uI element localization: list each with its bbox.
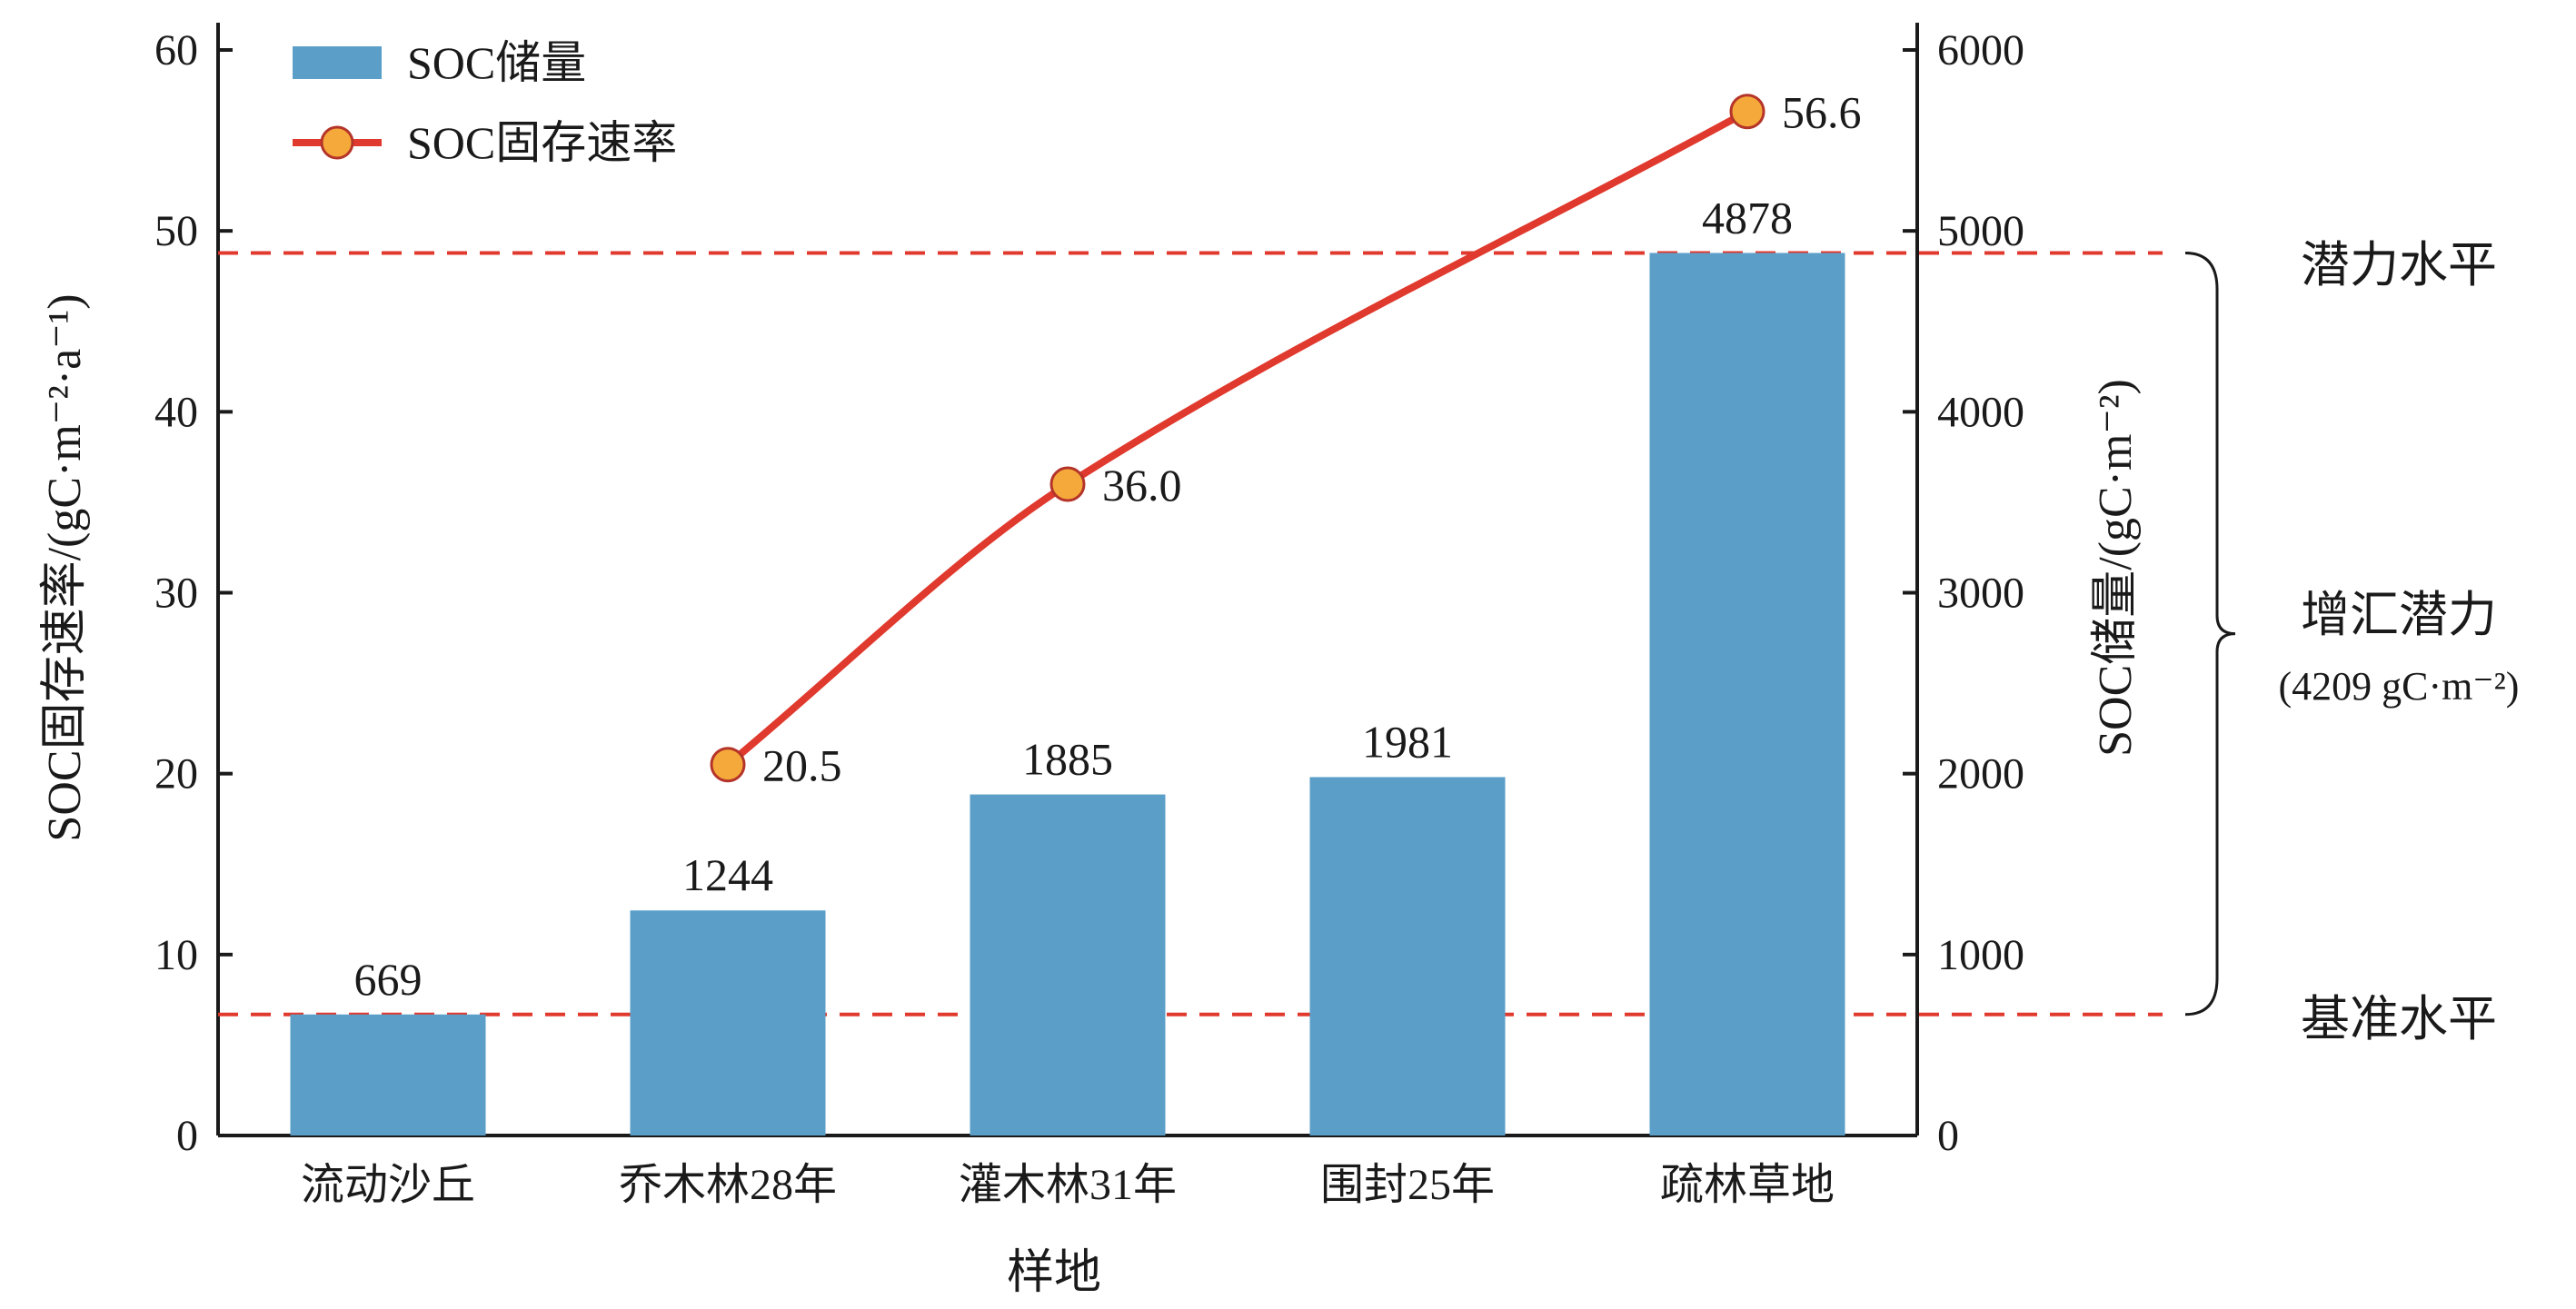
right-tick-label: 1000 [1937, 931, 2024, 979]
x-axis-title: 样地 [1007, 1247, 1101, 1299]
rate-value-label: 20.5 [762, 740, 842, 791]
sink-potential-value: (4209 gC·m⁻²) [2279, 664, 2520, 709]
rate-line [724, 107, 1751, 769]
rate-value-label: 36.0 [1102, 460, 1182, 511]
bar-value-label: 4878 [1702, 192, 1793, 243]
line-series [710, 94, 1765, 783]
bar [970, 794, 1166, 1135]
right-axis-title: SOC储量/(gC·m⁻²) [2090, 379, 2142, 757]
right-tick-label: 4000 [1937, 388, 2024, 436]
bar [1309, 777, 1506, 1135]
left-tick-label: 10 [154, 931, 198, 979]
bar-value-label: 1244 [682, 849, 773, 900]
x-tick-label: 流动沙丘 [301, 1161, 475, 1209]
right-tick-label: 0 [1937, 1112, 1959, 1160]
left-tick-label: 20 [154, 750, 198, 798]
bar-value-label: 1885 [1022, 734, 1113, 785]
rate-marker [1049, 466, 1086, 502]
right-tick-label: 5000 [1937, 207, 2024, 255]
rate-value-label: 56.6 [1782, 87, 1862, 138]
baseline-level-label: 基准水平 [2301, 992, 2497, 1046]
bracket [2184, 251, 2236, 1016]
rate-marker [1729, 94, 1765, 130]
bar-value-label: 669 [354, 954, 423, 1005]
bar [630, 910, 826, 1135]
axes: 0 10 20 30 40 50 60 0 1000 2000 3000 4000 5000 6000 流动… [154, 23, 2024, 1209]
sink-potential-label: 增汇潜力 [2301, 588, 2497, 642]
x-tick-label: 围封25年 [1320, 1161, 1495, 1209]
data-labels: 669 1244 1885 1981 4878 20.5 36.0 56.6 [354, 87, 1862, 1005]
legend-line-marker [320, 125, 354, 160]
bar-value-label: 1981 [1362, 716, 1453, 767]
x-tick-label: 灌木林31年 [959, 1161, 1177, 1209]
bar [1649, 253, 1845, 1136]
reference-lines [218, 251, 2163, 1016]
left-tick-label: 30 [154, 570, 198, 618]
left-tick-label: 40 [154, 388, 198, 436]
side-annotations: 潜力水平 基准水平 增汇潜力 (4209 gC·m⁻²) [2184, 238, 2520, 1046]
left-tick-label: 50 [154, 207, 198, 255]
right-tick-label: 2000 [1937, 750, 2024, 798]
legend-bar-label: SOC储量 [407, 37, 586, 88]
left-tick-label: 0 [176, 1112, 198, 1160]
potential-level-label: 潜力水平 [2301, 238, 2497, 293]
bar-series [290, 253, 1845, 1136]
bar [290, 1014, 486, 1135]
left-axis-title: SOC固存速率/(gC·m⁻²·a⁻¹) [39, 293, 91, 841]
x-tick-label: 疏林草地 [1660, 1161, 1835, 1209]
legend: SOC储量 SOC固存速率 [293, 37, 677, 168]
rate-marker [710, 747, 746, 783]
legend-line-label: SOC固存速率 [407, 117, 677, 168]
left-tick-label: 60 [154, 26, 198, 74]
right-tick-label: 3000 [1937, 570, 2024, 618]
x-tick-label: 乔木林28年 [619, 1161, 837, 1209]
legend-bar-swatch [293, 46, 382, 79]
right-tick-label: 6000 [1937, 26, 2024, 74]
